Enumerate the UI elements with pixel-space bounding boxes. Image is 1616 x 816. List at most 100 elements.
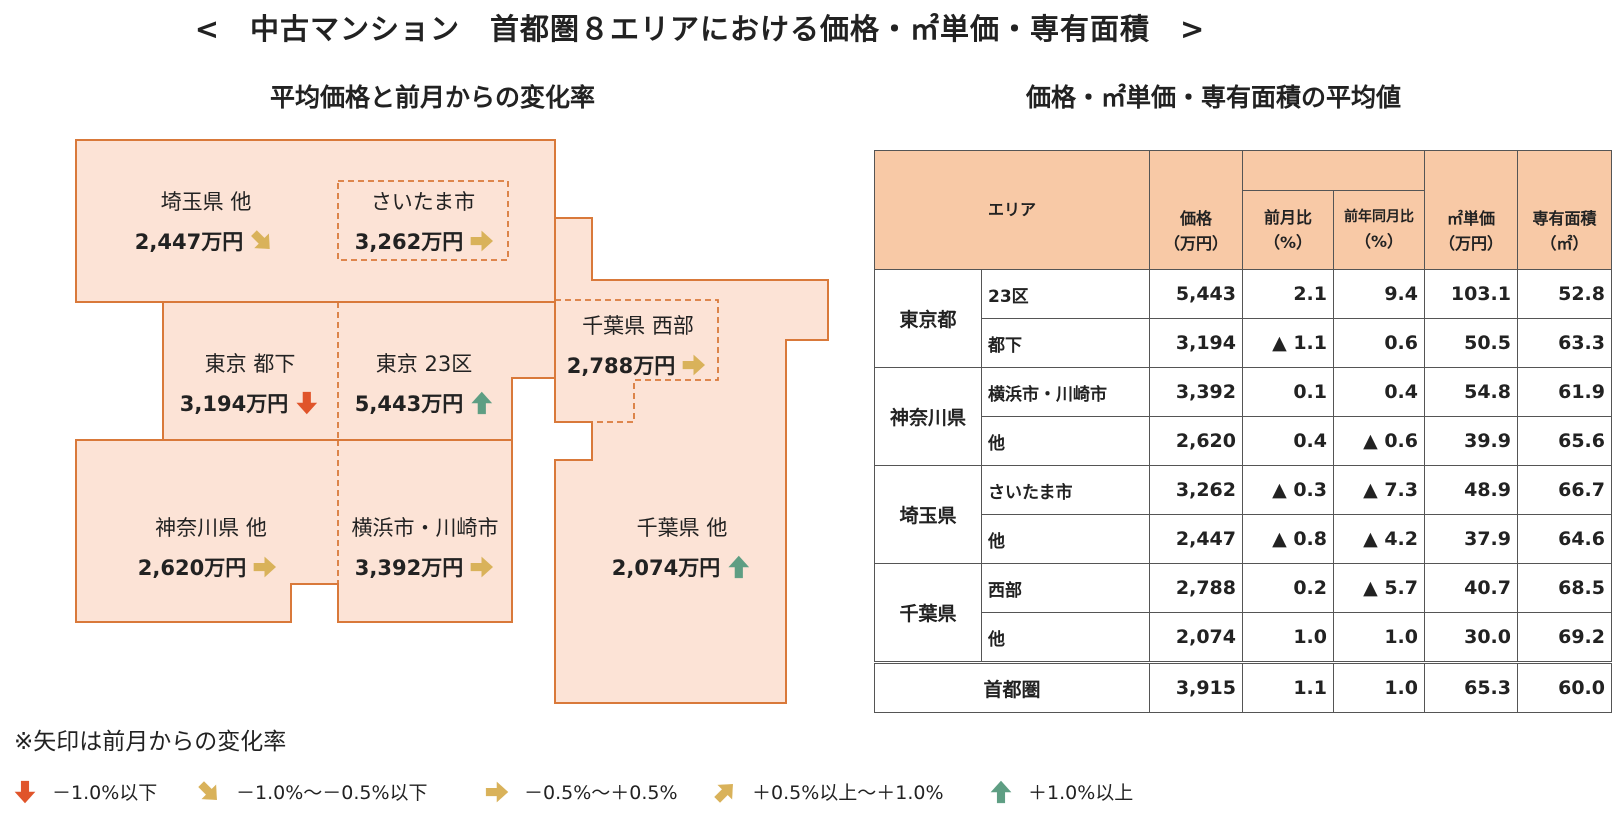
region-price: 2,788万円 (567, 350, 707, 380)
row-sub-label: 横浜市・川崎市 (981, 367, 1150, 417)
legend-item: ＋0.5%以上～＋1.0% (712, 778, 944, 805)
region-map (75, 139, 829, 704)
data-table: エリア 価格 （万円） ㎡単価 （万円） 専有面積 （㎡） 前月比 （%） 前年同月比（… (874, 149, 1612, 713)
cell-unit-price: 37.9 (1424, 514, 1518, 564)
chiba-west-boundary (555, 299, 719, 423)
cell-yoy: 9.4 (1333, 269, 1425, 319)
total-unit-price: 65.3 (1424, 661, 1518, 713)
row-sub-label: 23区 (981, 269, 1150, 319)
row-sub-label: 西部 (981, 563, 1150, 613)
cell-mom: 1.0 (1242, 612, 1334, 663)
cell-price: 2,447 (1149, 514, 1243, 564)
table-row: 他 2,620 0.4 ▲ 0.6 39.9 65.6 (875, 416, 1612, 466)
cell-unit-price: 39.9 (1424, 416, 1518, 466)
row-sub-label: 他 (981, 514, 1150, 564)
region-name: 東京 23区 (375, 352, 473, 376)
group-label: 神奈川県 (874, 367, 982, 466)
cell-yoy: ▲ 7.3 (1333, 465, 1425, 515)
table-title: 価格・㎡単価・専有面積の平均値 (1026, 83, 1402, 112)
region-name: さいたま市 (370, 190, 476, 214)
cell-price: 5,443 (1149, 269, 1243, 319)
arrow-right-icon (471, 556, 494, 578)
cell-price: 3,392 (1149, 367, 1243, 417)
arrow-right-icon (254, 556, 277, 578)
cell-area-size: 65.6 (1517, 416, 1612, 466)
table-row: 千葉県 西部 2,788 0.2 ▲ 5.7 40.7 68.5 (874, 563, 1612, 663)
table-row: 神奈川県 横浜市・川崎市 3,392 0.1 0.4 54.8 61.9 (874, 367, 1612, 466)
total-mom: 1.1 (1242, 661, 1334, 713)
region-price: 3,262万円 (355, 226, 495, 256)
table-row: 他 2,074 1.0 1.0 30.0 69.2 (875, 612, 1612, 663)
region-name: 埼玉県 他 (160, 190, 252, 214)
total-price: 3,915 (1149, 661, 1243, 713)
cell-area-size: 61.9 (1517, 367, 1612, 417)
cell-mom: ▲ 0.8 (1242, 514, 1334, 564)
region-price: 2,620万円 (138, 552, 278, 582)
cell-yoy: ▲ 4.2 (1333, 514, 1425, 564)
table-row: 埼玉県 さいたま市 3,262 ▲ 0.3 ▲ 7.3 48.9 66.7 (874, 465, 1612, 564)
arrow-down-icon (296, 391, 318, 415)
legend-item: －1.0%以下 (12, 778, 157, 805)
header-yoy: 前年同月比 （%） (1333, 190, 1425, 270)
region-name: 千葉県 西部 (582, 314, 694, 338)
region-chiba (554, 217, 829, 704)
group-label: 千葉県 (874, 563, 982, 663)
cell-price: 2,074 (1149, 612, 1243, 663)
arrow-right-icon (683, 354, 706, 376)
arrow-up-right-icon (714, 783, 733, 803)
arrow-down-right-icon (251, 230, 271, 249)
cell-area-size: 63.3 (1517, 318, 1612, 368)
cell-price: 3,194 (1149, 318, 1243, 368)
cell-yoy: ▲ 0.6 (1333, 416, 1425, 466)
page-title: < 中古マンション 首都圏８エリアにおける価格・㎡単価・専有面積 > (194, 12, 1206, 46)
arrow-right-icon (471, 230, 494, 252)
total-label: 首都圏 (874, 661, 1150, 713)
header-price: 価格 （万円） (1149, 150, 1243, 270)
cell-yoy: 0.6 (1333, 318, 1425, 368)
cell-mom: ▲ 0.3 (1242, 465, 1334, 515)
cell-price: 2,620 (1149, 416, 1243, 466)
cell-area-size: 64.6 (1517, 514, 1612, 564)
row-sub-label: 他 (981, 416, 1150, 466)
cell-unit-price: 30.0 (1424, 612, 1518, 663)
legend-item: ＋1.0%以上 (988, 778, 1133, 805)
header-change-group (1242, 149, 1425, 192)
row-sub-label: さいたま市 (981, 465, 1150, 515)
legend-item: －1.0%～－0.5%以下 (196, 778, 428, 805)
cell-mom: 0.4 (1242, 416, 1334, 466)
region-name: 千葉県 他 (636, 516, 728, 540)
cell-area-size: 66.7 (1517, 465, 1612, 515)
cell-yoy: ▲ 5.7 (1333, 563, 1425, 613)
cell-mom: ▲ 1.1 (1242, 318, 1334, 368)
cell-mom: 0.1 (1242, 367, 1334, 417)
cell-mom: 2.1 (1242, 269, 1334, 319)
cell-area-size: 68.5 (1517, 563, 1612, 613)
arrow-down-icon (14, 780, 36, 803)
row-sub-label: 他 (981, 612, 1150, 663)
cell-mom: 0.2 (1242, 563, 1334, 613)
header-unit-price: ㎡単価 （万円） (1424, 150, 1518, 270)
arrow-up-icon (990, 780, 1012, 803)
row-sub-label: 都下 (981, 318, 1150, 368)
table-row: 東京都 23区 5,443 2.1 9.4 103.1 52.8 (874, 269, 1612, 368)
header-area-size: 専有面積 （㎡） (1517, 150, 1612, 270)
cell-area-size: 69.2 (1517, 612, 1612, 663)
total-area-size: 60.0 (1517, 661, 1612, 713)
region-name: 横浜市・川崎市 (351, 516, 499, 540)
saitama-city-boundary (337, 180, 509, 261)
cell-price: 2,788 (1149, 563, 1243, 613)
region-price: 2,074万円 (612, 552, 752, 582)
cell-price: 3,262 (1149, 465, 1243, 515)
cell-unit-price: 48.9 (1424, 465, 1518, 515)
table-row: 他 2,447 ▲ 0.8 ▲ 4.2 37.9 64.6 (875, 514, 1612, 564)
arrow-up-icon (471, 391, 493, 415)
region-price: 5,443万円 (355, 388, 495, 418)
cell-unit-price: 54.8 (1424, 367, 1518, 417)
arrow-right-icon (485, 781, 509, 802)
header-mom: 前月比 （%） (1242, 190, 1334, 270)
region-name: 神奈川県 他 (155, 516, 267, 540)
group-label: 埼玉県 (874, 465, 982, 564)
arrow-up-icon (728, 555, 750, 579)
cell-unit-price: 40.7 (1424, 563, 1518, 613)
cell-yoy: 0.4 (1333, 367, 1425, 417)
